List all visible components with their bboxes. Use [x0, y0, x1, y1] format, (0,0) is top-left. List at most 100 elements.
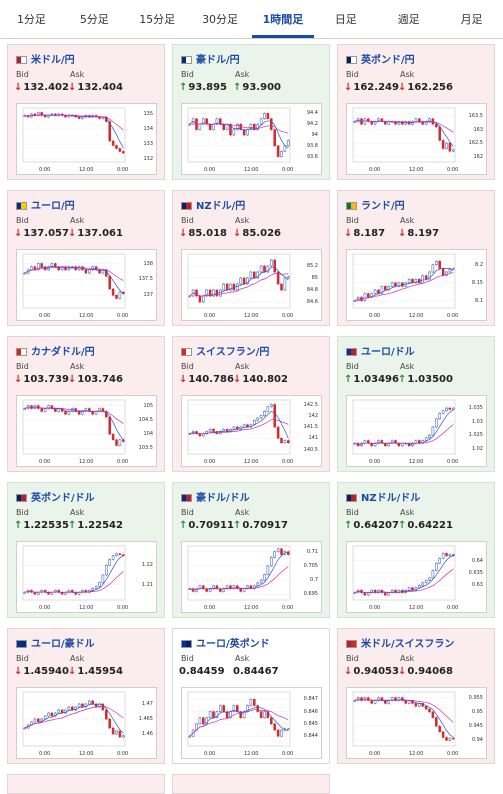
rate-card[interactable]: 英ポンド/ドル Bid Ask ↑1.22535 ↑1.22542 1.22 1.21 0:0…: [7, 482, 165, 618]
price-chart[interactable]: 105 104.5 104 103.5 0:00 12:00 0:00: [16, 395, 157, 467]
rate-card[interactable]: ランド/円 Bid Ask ↓8.187 ↓8.197 8.2 8.15 8.1 0:00 12:…: [337, 190, 495, 326]
pair-name[interactable]: カナダドル/円: [31, 347, 95, 358]
y-tick-label: 0.94: [471, 737, 483, 744]
candle: [363, 440, 367, 444]
tab-7[interactable]: 月足: [460, 13, 483, 26]
rate-card[interactable]: 豪ドル/ドル Bid Ask ↑0.70911 ↑0.70917 0.71 0.705 0.7…: [172, 482, 330, 618]
rate-card[interactable]: 豪ドル/円 Bid Ask ↑93.895 ↑93.900 94.4 94.2 94 93.8 9…: [172, 44, 330, 180]
pair-title[interactable]: ユーロ/円: [16, 197, 75, 212]
pair-title[interactable]: 豪ドル/ドル: [181, 489, 250, 504]
rate-card[interactable]: ユーロ/英ポンド Bid Ask 0.84459 0.84467 0.847 0.846 0.…: [172, 628, 330, 764]
x-tick-label: 0:00: [369, 751, 381, 757]
y-tick-label: 137: [143, 292, 153, 299]
price-chart[interactable]: 163.5 163 162.5 162 0:00 12:00 0:00: [346, 103, 487, 175]
price-chart[interactable]: 138 137.5 137 0:00 12:00 0:00: [16, 249, 157, 321]
rate-card[interactable]: カナダドル/円 Bid Ask ↓103.739 ↓103.746 105 104.5 104…: [7, 336, 165, 472]
ask-label: Ask: [70, 216, 85, 225]
candle: [222, 283, 225, 291]
candle: [253, 271, 256, 279]
pair-name[interactable]: ユーロ/英ポンド: [196, 639, 270, 650]
rate-card[interactable]: NZドル/ドル Bid Ask ↑0.64207 ↑0.64221 0.64 0.635 0.…: [337, 482, 495, 618]
pair-title[interactable]: ユーロ/豪ドル: [16, 635, 95, 650]
tab-6[interactable]: 週足: [397, 13, 420, 26]
candle: [249, 699, 253, 706]
pair-name[interactable]: ユーロ/円: [31, 201, 75, 212]
pair-name[interactable]: スイスフラン/円: [196, 347, 270, 358]
price-chart[interactable]: 1.47 1.465 1.46 0:00 12:00 0:00: [16, 687, 157, 759]
pair-title[interactable]: カナダドル/円: [16, 343, 95, 358]
pair-name[interactable]: 米ドル/スイスフラン: [361, 639, 455, 650]
candle: [225, 283, 229, 291]
price-chart[interactable]: 1.22 1.21 0:00 12:00 0:00: [16, 541, 157, 613]
pair-title[interactable]: 豪ドル/円: [181, 51, 240, 66]
x-tick-label: 12:00: [409, 167, 424, 173]
ask-label: Ask: [400, 508, 415, 517]
price-chart[interactable]: 135 134 133 132 0:00 12:00 0:00: [16, 103, 157, 175]
pair-name[interactable]: ユーロ/ドル: [361, 347, 415, 358]
candle: [239, 588, 242, 592]
price-chart[interactable]: 0.955 0.95 0.945 0.94 0:00 12:00 0:00: [346, 687, 487, 759]
candle: [256, 123, 259, 130]
pair-title[interactable]: NZドル/ドル: [346, 489, 421, 504]
price-chart[interactable]: 0.64 0.635 0.63 0:00 12:00 0:00: [346, 541, 487, 613]
rate-card[interactable]: 米ドル/スイスフラン Bid Ask ↓0.94053 ↓0.94068 0.955 0.9…: [337, 628, 495, 764]
tab-5[interactable]: 日足: [334, 13, 357, 26]
rate-card[interactable]: ユーロ/豪ドル Bid Ask ↓1.45940 ↓1.45954 1.47 1.465 1.…: [7, 628, 165, 764]
candle: [64, 115, 67, 118]
price-chart[interactable]: 8.2 8.15 8.1 0:00 12:00 0:00: [346, 249, 487, 321]
pair-title[interactable]: ユーロ/ドル: [346, 343, 415, 358]
candle: [33, 718, 37, 723]
tab-1[interactable]: 5分足: [79, 13, 109, 26]
pair-name[interactable]: 豪ドル/ドル: [196, 493, 250, 504]
candle: [205, 289, 208, 297]
pair-title[interactable]: スイスフラン/円: [181, 343, 270, 358]
candle: [118, 730, 122, 738]
tab-2[interactable]: 15分足: [139, 13, 176, 26]
pair-title[interactable]: ユーロ/英ポンド: [181, 635, 270, 650]
rate-card[interactable]: NZドル/円 Bid Ask ↓85.018 ↓85.026 85.2 85 84.8 84.6…: [172, 190, 330, 326]
arrow-up-icon: ↑: [14, 520, 23, 531]
tab-4[interactable]: 1時間足: [251, 0, 315, 38]
rate-card-partial[interactable]: [172, 774, 330, 794]
rate-card[interactable]: 米ドル/円 Bid Ask ↓132.402 ↓132.404 135 134 133 132 0…: [7, 44, 165, 180]
pair-title[interactable]: 米ドル/円: [16, 51, 75, 66]
rate-card-partial[interactable]: [7, 774, 165, 794]
pair-title[interactable]: ランド/円: [346, 197, 405, 212]
price-chart[interactable]: 85.2 85 84.8 84.6 0:00 12:00 0:00: [181, 249, 322, 321]
y-tick-label: 1.025: [468, 432, 483, 439]
price-chart[interactable]: 94.4 94.2 94 93.8 93.6 0:00 12:00 0:00: [181, 103, 322, 175]
candle: [108, 559, 111, 566]
price-chart[interactable]: 142.5 142 141.5 141 140.5 0:00 12:00 0:00: [181, 395, 322, 467]
candle: [431, 426, 435, 436]
tab-3[interactable]: 30分足: [202, 13, 239, 26]
tab-0[interactable]: 1分足: [16, 13, 46, 26]
pair-name[interactable]: ユーロ/豪ドル: [31, 639, 95, 650]
candle: [50, 712, 54, 717]
pair-name[interactable]: NZドル/円: [196, 201, 246, 212]
pair-title[interactable]: 米ドル/スイスフラン: [346, 635, 455, 650]
price-chart[interactable]: 1.035 1.03 1.025 1.02 0:00 12:00 0:00: [346, 395, 487, 467]
pair-name[interactable]: 英ポンド/ドル: [31, 493, 95, 504]
pair-title[interactable]: NZドル/円: [181, 197, 246, 212]
pair-title[interactable]: 英ポンド/円: [346, 51, 415, 66]
candle: [431, 711, 435, 718]
price-chart[interactable]: 0.71 0.705 0.7 0.695 0:00 12:00 0:00: [181, 541, 322, 613]
candle: [445, 142, 448, 149]
rate-card[interactable]: ユーロ/円 Bid Ask ↓137.057 ↓137.061 138 137.5 137 0:…: [7, 190, 165, 326]
price-chart[interactable]: 0.847 0.846 0.845 0.844 0:00 12:00 0:00: [181, 687, 322, 759]
pair-name[interactable]: NZドル/ドル: [361, 493, 421, 504]
pair-name[interactable]: 英ポンド/円: [361, 55, 415, 66]
flag-icon: [16, 640, 27, 648]
pair-name[interactable]: ランド/円: [361, 201, 405, 212]
candle: [43, 715, 47, 720]
rate-card[interactable]: スイスフラン/円 Bid Ask ↓140.786 ↓140.802 142.5 142 14…: [172, 336, 330, 472]
candle: [287, 140, 290, 147]
candle: [43, 408, 47, 412]
pair-name[interactable]: 米ドル/円: [31, 55, 75, 66]
rate-card[interactable]: 英ポンド/円 Bid Ask ↓162.249 ↓162.256 163.5 163 162.…: [337, 44, 495, 180]
chart-canvas: [352, 107, 456, 163]
candle: [236, 705, 239, 712]
pair-title[interactable]: 英ポンド/ドル: [16, 489, 95, 504]
pair-name[interactable]: 豪ドル/円: [196, 55, 240, 66]
rate-card[interactable]: ユーロ/ドル Bid Ask ↑1.03496 ↑1.03500 1.035 1.03 1.0…: [337, 336, 495, 472]
